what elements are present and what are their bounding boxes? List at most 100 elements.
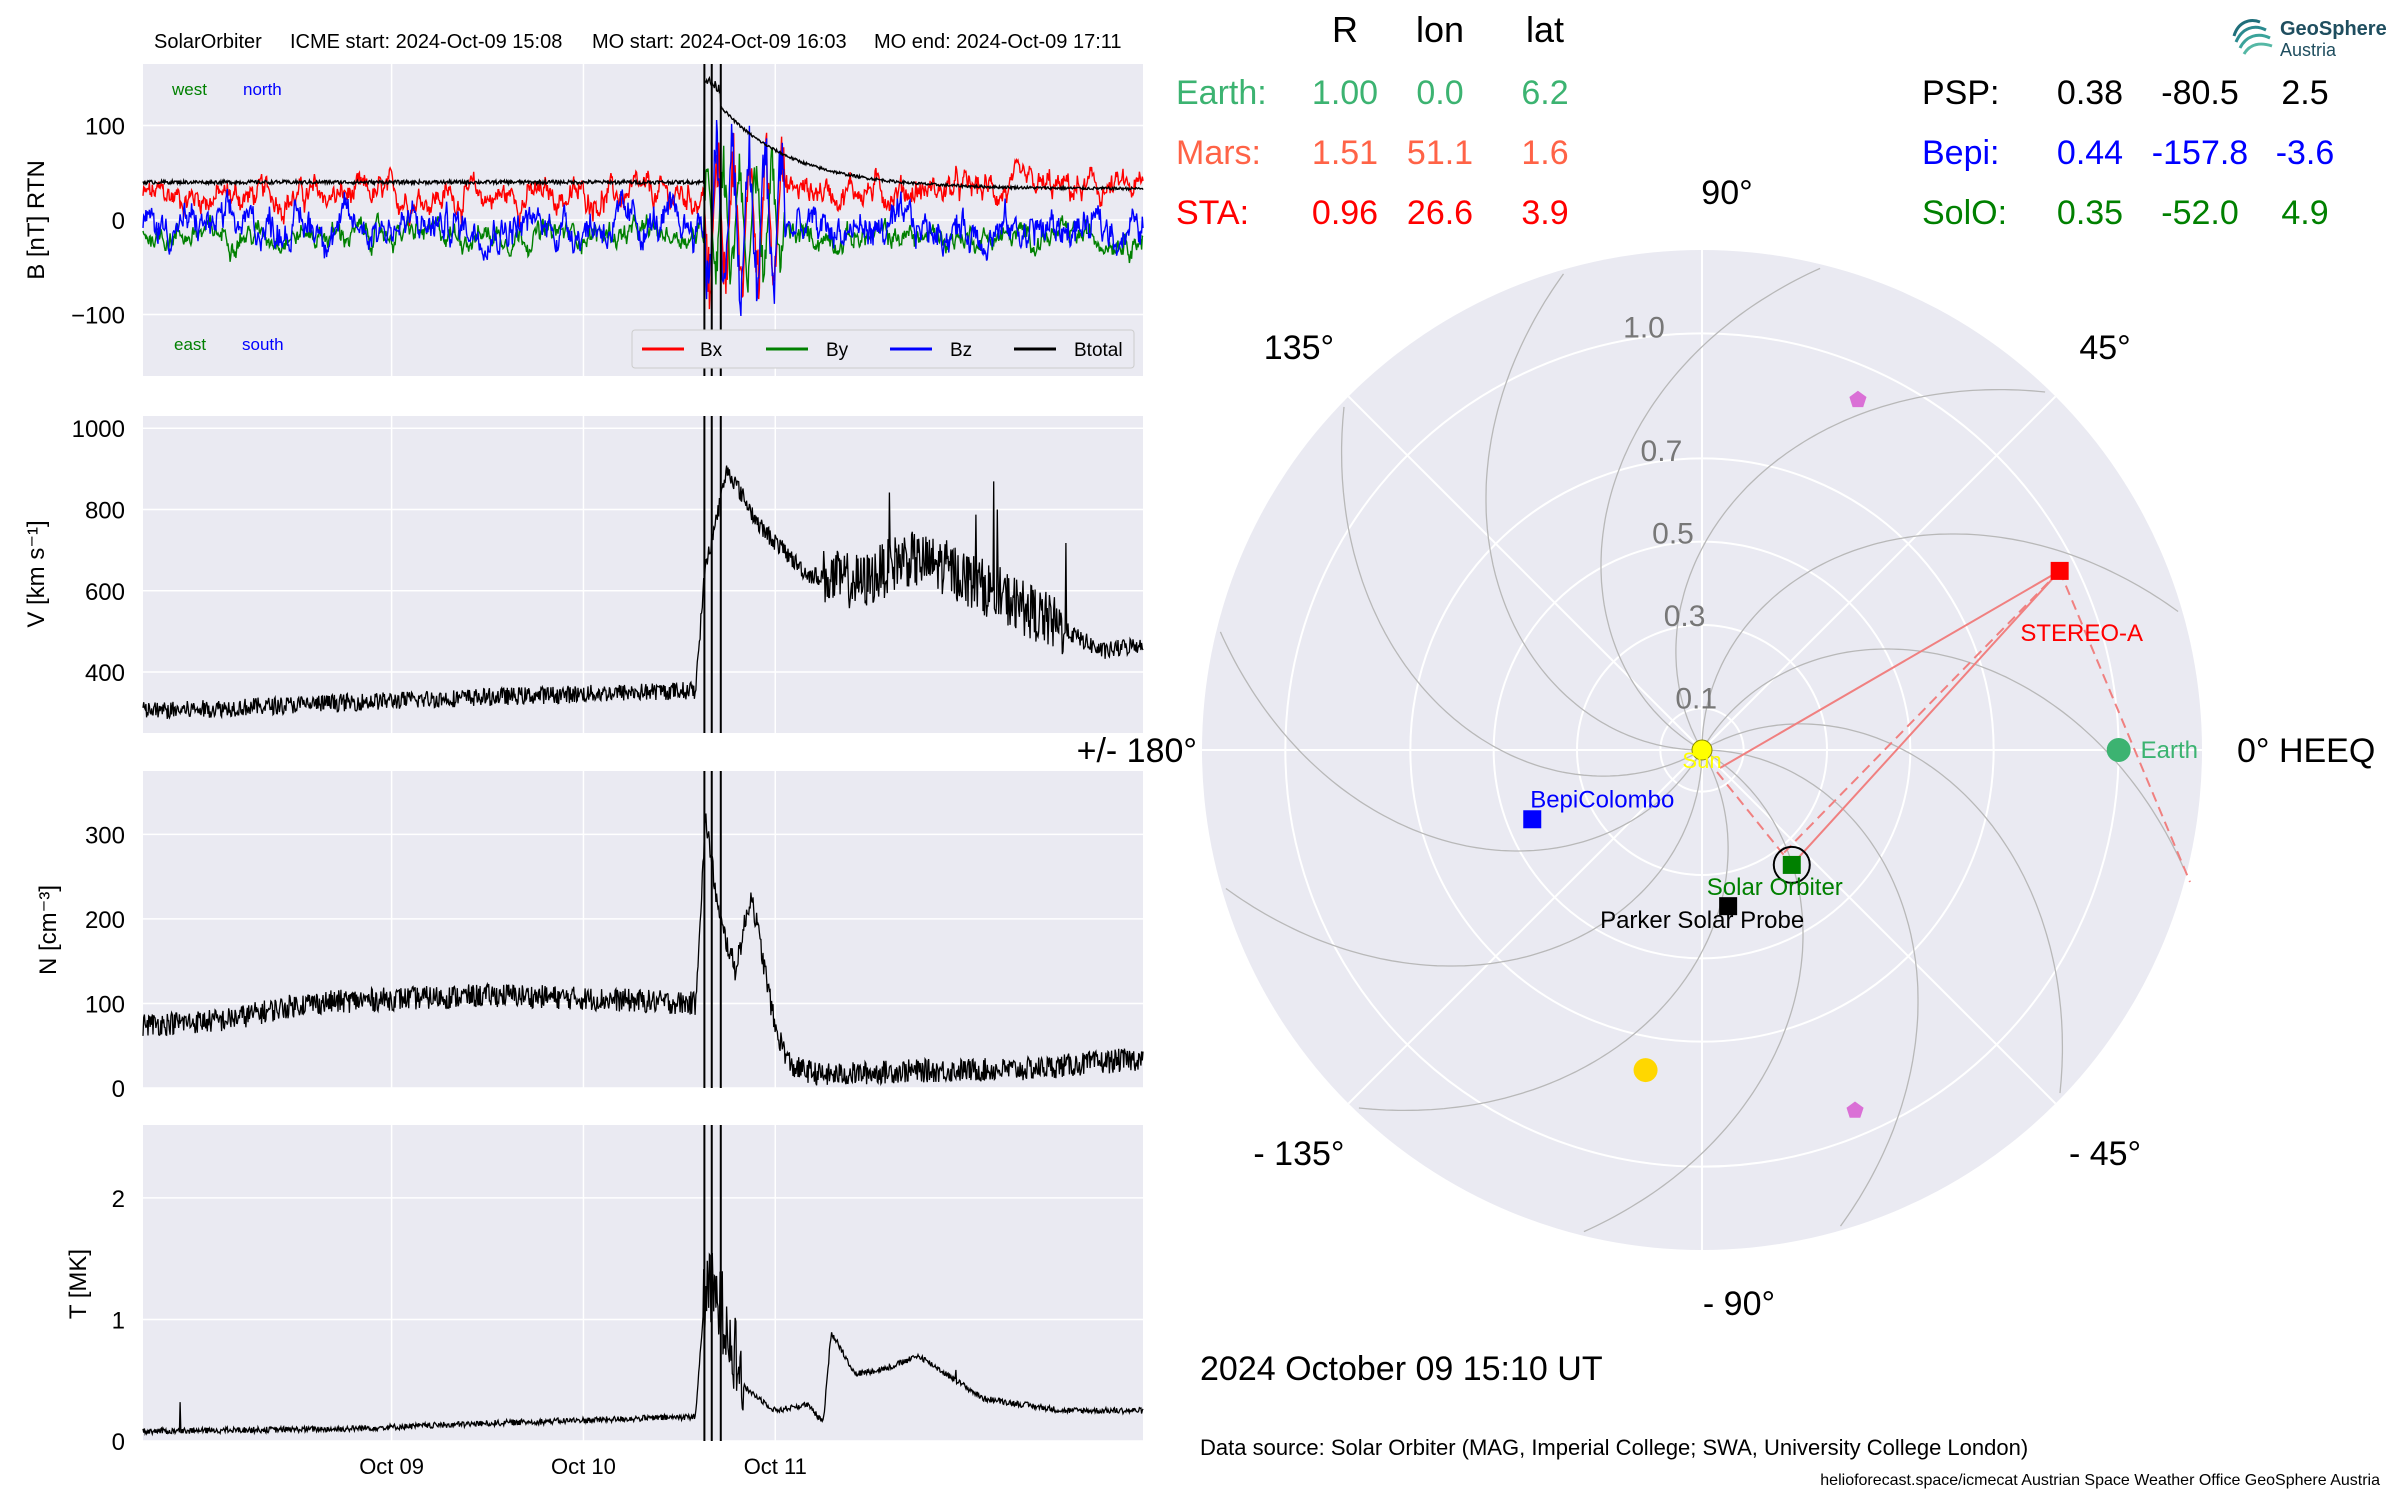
angle-grid-line — [1701, 395, 2057, 751]
position-row-lat: 2.5 — [2281, 74, 2328, 112]
speed-series — [142, 465, 1144, 720]
temperature-x-ticks: Oct 09 Oct 10 Oct 11 — [359, 1454, 807, 1479]
position-row-r: 0.38 — [2057, 74, 2123, 112]
east-label: east — [174, 335, 206, 354]
y-tick-label: 2 — [112, 1186, 125, 1213]
parker-spiral — [1340, 406, 1695, 777]
x-tick-label: Oct 10 — [551, 1454, 616, 1479]
position-row-name: Bepi: — [1922, 134, 2000, 172]
temperature-ylabel: T [MK] — [65, 1249, 92, 1319]
legend-label-by: By — [826, 340, 849, 361]
y-tick-label: 0 — [112, 1076, 125, 1103]
temperature-series — [142, 1252, 1144, 1437]
angle-label: 0° HEEQ — [2237, 732, 2375, 770]
marker-stereo-a — [2050, 561, 2069, 580]
label-stereo-a: STEREO-A — [2020, 620, 2143, 647]
b-field-y-ticks: −100 0 100 — [71, 113, 125, 329]
speed-grid — [143, 416, 1143, 733]
marker-circle — [1633, 1058, 1658, 1083]
position-row-lon: -157.8 — [2152, 134, 2248, 172]
radius-label: 1.0 — [1623, 311, 1665, 344]
position-row-lon: -80.5 — [2161, 74, 2239, 112]
south-label: south — [242, 335, 284, 354]
y-tick-label: −100 — [71, 303, 125, 330]
footer-label: helioforecast.space/icmecat Austrian Spa… — [1820, 1472, 2380, 1489]
marker-parker-solar-probe — [1719, 897, 1738, 916]
position-row-name: STA: — [1176, 194, 1249, 232]
marker-earth — [2106, 738, 2131, 762]
temperature-y-ticks: 0 1 2 — [112, 1186, 125, 1456]
position-row-lat: 4.9 — [2281, 194, 2328, 232]
mo-start-label: MO start: 2024-Oct-09 16:03 — [592, 31, 847, 53]
date-label: 2024 October 09 15:10 UT — [1200, 1350, 1603, 1388]
angle-grid-line — [1347, 395, 1703, 751]
label-earth: Earth — [2141, 737, 2198, 764]
marker-bepicolombo — [1523, 810, 1542, 829]
position-table: R lon lat Earth: 1.00 0.0 6.2 Mars: 1.51 51.1 1… — [1176, 9, 2334, 232]
marker-pentagon — [1846, 1101, 1864, 1118]
parker-spiral — [1705, 648, 2185, 869]
x-tick-label: Oct 09 — [359, 1454, 424, 1479]
position-row-r: 1.00 — [1312, 74, 1378, 112]
position-row-lat: -3.6 — [2276, 134, 2335, 172]
y-tick-label: 800 — [85, 497, 125, 524]
marker-solo-ring — [1772, 845, 1811, 884]
parker-spiral — [1709, 723, 2064, 1094]
radius-label: 0.3 — [1664, 600, 1706, 633]
b-field-ylabel: B [nT] RTN — [23, 160, 50, 280]
position-row-name: Mars: — [1176, 134, 1261, 172]
b-field-series — [142, 75, 1144, 317]
b-field-event-lines — [703, 64, 722, 376]
legend-label-bz: Bz — [950, 340, 972, 361]
polar-bodies: Sun Earth STEREO-A BepiColombo Solar Orbiter… — [1523, 390, 2198, 1118]
spacecraft-label: SolarOrbiter — [154, 31, 262, 53]
y-tick-label: 100 — [85, 113, 125, 140]
radius-label: 0.5 — [1652, 518, 1694, 551]
temperature-plot-area — [143, 1125, 1143, 1441]
link-line-dashed — [1783, 570, 2061, 854]
y-tick-label: 100 — [85, 991, 125, 1018]
angle-grid-line — [1701, 749, 2057, 1105]
density-y-ticks: 0 100 200 300 — [85, 822, 125, 1103]
mo-end-label: MO end: 2024-Oct-09 17:11 — [874, 31, 1122, 53]
data-source-label: Data source: Solar Orbiter (MAG, Imperia… — [1200, 1435, 2028, 1460]
col-header-r: R — [1332, 9, 1358, 50]
marker-pentagon — [1849, 390, 1867, 408]
position-row-lat: 6.2 — [1521, 74, 1568, 112]
y-tick-label: 400 — [85, 660, 125, 687]
radius-label: 0.7 — [1641, 435, 1683, 468]
series-bz — [142, 119, 1144, 317]
legend-label-btotal: Btotal — [1074, 340, 1123, 361]
density-panel: 0 100 200 300 N [cm⁻³] — [35, 771, 1144, 1103]
position-row-r: 0.35 — [2057, 194, 2123, 232]
col-header-lon: lon — [1416, 9, 1464, 50]
parker-spiral — [1600, 267, 1821, 747]
angle-label: - 135° — [1253, 1135, 1344, 1173]
x-tick-label: Oct 11 — [744, 1454, 807, 1479]
label-bepicolombo: BepiColombo — [1530, 786, 1674, 813]
position-row-lon: -52.0 — [2161, 194, 2239, 232]
density-ylabel: N [cm⁻³] — [35, 885, 62, 975]
link-line — [1719, 570, 2061, 769]
temperature-event-lines — [703, 1125, 722, 1441]
speed-event-lines — [703, 416, 722, 733]
series-btotal — [142, 75, 1144, 192]
b-field-legend: Bx By Bz Btotal — [631, 329, 1135, 369]
position-row-lat: 1.6 — [1521, 134, 1568, 172]
link-line-dashed — [2058, 570, 2191, 883]
spacecraft-connection-lines — [1716, 570, 2191, 883]
parker-spiral — [1219, 631, 1699, 852]
label-sun: Sun — [1682, 748, 1721, 773]
series-n — [142, 813, 1144, 1087]
speed-ylabel: V [km s⁻¹] — [23, 520, 50, 627]
density-plot-area — [143, 771, 1143, 1088]
parker-spirals — [1219, 267, 2185, 1233]
parker-spiral — [1358, 757, 1729, 1112]
west-label: west — [171, 80, 207, 99]
temperature-grid — [143, 1125, 1143, 1442]
b-field-panel: −100 0 100 B [nT] RTN west north east sout… — [23, 64, 1144, 376]
position-row-name: Earth: — [1176, 74, 1267, 112]
speed-panel: 400 600 800 1000 V [km s⁻¹] — [23, 416, 1144, 733]
series-v — [142, 465, 1144, 720]
